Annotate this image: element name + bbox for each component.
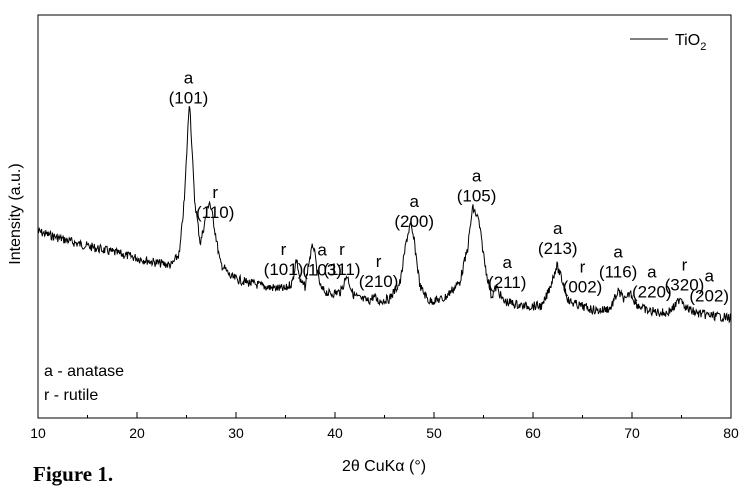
x-axis-label: 2θ CuKα (°) bbox=[342, 458, 426, 475]
peak-hkl-label: (110) bbox=[196, 203, 234, 222]
peak-phase-label: r bbox=[339, 240, 345, 259]
peak-hkl-label: (101) bbox=[264, 260, 304, 279]
peak-hkl-label: (002) bbox=[563, 278, 603, 297]
series-line-tio2 bbox=[37, 106, 731, 324]
peak-phase-label: a bbox=[503, 253, 513, 272]
peak-phase-label: r bbox=[281, 240, 287, 259]
peak-hkl-label: (101) bbox=[169, 88, 209, 107]
peak-hkl-label: (202) bbox=[689, 286, 729, 305]
peak-hkl-label: (103) bbox=[302, 261, 342, 280]
x-tick-label: 40 bbox=[327, 425, 343, 441]
legend-label: TiO2 bbox=[675, 32, 706, 53]
plot-area-frame bbox=[37, 14, 732, 419]
y-axis-label: Intensity (a.u.) bbox=[7, 163, 24, 264]
figure-caption: Figure 1. bbox=[33, 462, 114, 486]
x-tick-label: 30 bbox=[228, 425, 244, 441]
peak-phase-label: a bbox=[613, 243, 623, 262]
peak-phase-label: r bbox=[580, 258, 586, 277]
x-tick-label: 10 bbox=[30, 425, 46, 441]
peak-hkl-label: (105) bbox=[457, 187, 497, 206]
peak-phase-label: a bbox=[553, 219, 563, 238]
peak-hkl-label: (220) bbox=[632, 282, 672, 301]
peak-phase-label: a bbox=[409, 192, 419, 211]
peak-phase-label: a bbox=[472, 167, 482, 186]
x-tick-label: 60 bbox=[525, 425, 541, 441]
x-tick-label: 80 bbox=[723, 425, 739, 441]
peak-phase-label: r bbox=[682, 255, 688, 274]
peak-phase-label: r bbox=[376, 252, 382, 271]
peak-hkl-label: (213) bbox=[538, 239, 578, 258]
peak-phase-label: a bbox=[647, 262, 657, 281]
peak-hkl-label: (320) bbox=[665, 275, 705, 294]
peak-hkl-label: (111) bbox=[323, 260, 360, 279]
note-anatase: a - anatase bbox=[44, 363, 124, 380]
peak-hkl-label: (200) bbox=[394, 212, 434, 231]
peak-hkl-label: (211) bbox=[488, 273, 526, 292]
note-rutile: r - rutile bbox=[44, 387, 98, 404]
peak-phase-label: a bbox=[317, 241, 327, 260]
x-tick-label: 20 bbox=[129, 425, 145, 441]
peak-phase-label: a bbox=[184, 68, 194, 87]
x-axis-ticks: 10 20 30 40 50 60 70 80 bbox=[30, 412, 739, 441]
peak-phase-label: r bbox=[212, 183, 218, 202]
x-tick-label: 50 bbox=[426, 425, 442, 441]
peak-annotations: a(101)r(110)r(101)a(103)r(111) r(210)a(20… bbox=[169, 68, 729, 305]
x-tick-label: 70 bbox=[624, 425, 640, 441]
peak-hkl-label: (210) bbox=[359, 272, 399, 291]
peak-phase-label: a bbox=[704, 266, 714, 285]
peak-hkl-label: (116) bbox=[599, 263, 637, 282]
